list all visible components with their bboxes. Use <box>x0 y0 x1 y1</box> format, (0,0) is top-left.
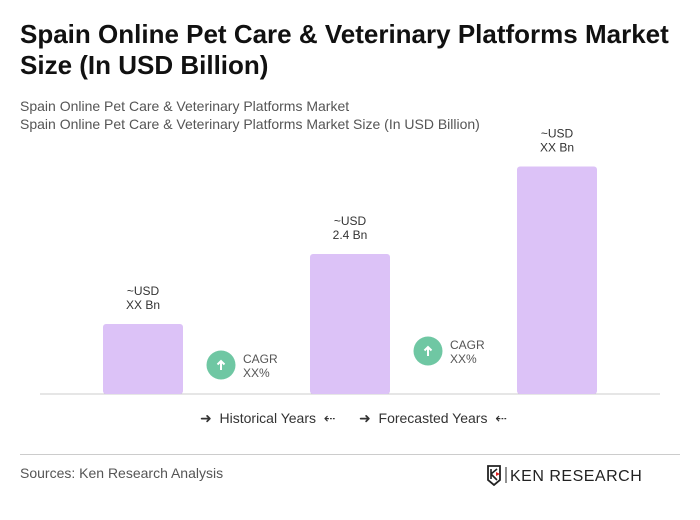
footer-divider <box>20 454 680 455</box>
legend-forecasted-label: Forecasted Years <box>378 410 488 426</box>
chart-subtitle-2: Spain Online Pet Care & Veterinary Platf… <box>20 116 480 132</box>
arrow-left-icon: ⇠ <box>323 410 336 426</box>
chart-subtitle: Spain Online Pet Care & Veterinary Platf… <box>20 98 350 114</box>
arrow-right-icon: ➜ <box>359 410 371 426</box>
cagr-value: XX% <box>243 366 270 380</box>
data-label: 2.4 Bn <box>333 228 368 242</box>
arrow-left-icon: ⇠ <box>495 410 507 426</box>
cagr-label: CAGR <box>243 352 278 366</box>
bar <box>517 166 597 394</box>
ken-research-logo: KEN RESEARCH <box>487 465 642 486</box>
cagr-value: XX% <box>450 352 477 366</box>
data-label: ~USD <box>334 214 367 228</box>
data-label: ~USD <box>127 284 160 298</box>
svg-text:KEN RESEARCH: KEN RESEARCH <box>510 468 642 485</box>
bar <box>310 254 390 394</box>
legend-historical-label: Historical Years <box>219 410 317 426</box>
chart-title: Spain Online Pet Care & Veterinary Platf… <box>20 19 669 80</box>
cagr-label: CAGR <box>450 338 485 352</box>
data-label: ~USD <box>541 127 574 141</box>
arrow-right-icon: ➜ <box>200 410 212 426</box>
data-label: XX Bn <box>126 298 160 312</box>
sources-text: Sources: Ken Research Analysis <box>20 465 224 481</box>
legend-historical: ➜ Historical Years ⇠ <box>200 410 336 427</box>
bar <box>103 324 183 394</box>
legend-forecasted: ➜ Forecasted Years ⇠ <box>359 410 507 427</box>
data-label: XX Bn <box>540 141 574 155</box>
